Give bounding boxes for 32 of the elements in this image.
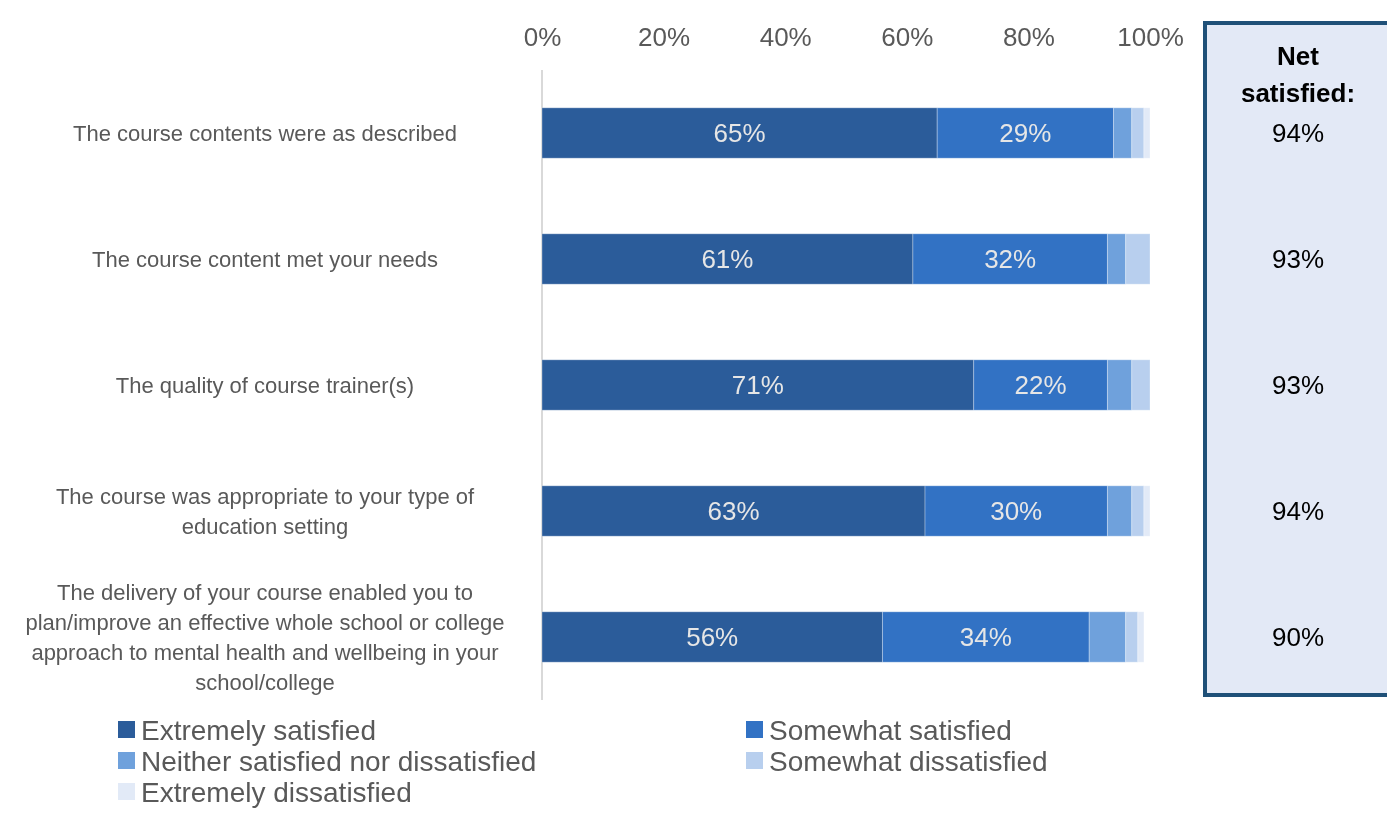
legend-label: Somewhat satisfied — [769, 715, 1012, 746]
legend-label: Somewhat dissatisfied — [769, 746, 1048, 777]
x-tick-label: 20% — [638, 22, 691, 52]
text: 94% — [1271, 496, 1325, 526]
x-tick-label: 40% — [759, 22, 812, 52]
x-tick-label: 100% — [1117, 22, 1184, 52]
x-tick-label: 60% — [881, 22, 934, 52]
x-tick-label: 80% — [1002, 22, 1055, 52]
data-label: 71% — [731, 370, 784, 400]
data-label: 61% — [701, 244, 754, 274]
data-label: 32% — [984, 244, 1037, 274]
text: 93% — [1271, 244, 1325, 274]
data-label: 34% — [959, 622, 1012, 652]
text: 94% — [1271, 118, 1325, 148]
text: Net satisfied: — [1240, 41, 1356, 108]
legend-label: Extremely satisfied — [141, 715, 376, 746]
data-label: 63% — [707, 496, 760, 526]
text: 93% — [1271, 370, 1325, 400]
y-tick-label: The course content met your needs — [91, 246, 439, 272]
text: 90% — [1271, 622, 1325, 652]
y-tick-label: The course contents were as described — [73, 120, 457, 146]
y-tick-label: The course was appropriate to your type of education setting — [55, 483, 475, 539]
data-label: 22% — [1014, 370, 1067, 400]
y-tick-label: The quality of course trainer(s) — [115, 372, 415, 398]
legend-label: Extremely dissatisfied — [141, 777, 412, 808]
x-tick-label: 0% — [523, 22, 562, 52]
data-label: 56% — [686, 622, 739, 652]
data-label: 29% — [999, 118, 1052, 148]
data-label: 30% — [990, 496, 1043, 526]
legend-label: Neither satisfied nor dissatisfied — [141, 746, 537, 777]
data-label: 65% — [713, 118, 766, 148]
y-tick-label: The delivery of your course enabled you to plan/improve an effective whole school or college approach to mental health and wellbeing in your school/college — [25, 579, 505, 695]
